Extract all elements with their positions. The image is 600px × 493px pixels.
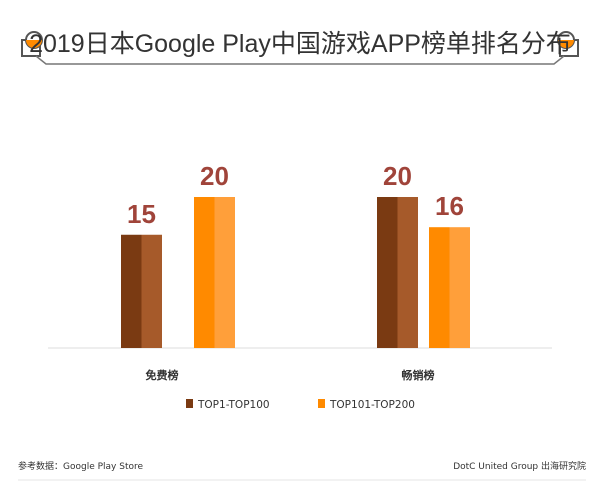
data-label: 20: [200, 161, 229, 191]
bar-highlight: [397, 197, 418, 348]
bar: [429, 227, 450, 348]
legend: TOP1-TOP100 TOP101-TOP200: [186, 399, 415, 411]
credit-note: DotC United Group 出海研究院: [453, 460, 586, 472]
bar-highlight: [449, 227, 470, 348]
source-note: 参考数据：Google Play Store: [18, 460, 143, 472]
bar-highlight: [141, 234, 162, 348]
legend-label: TOP101-TOP200: [329, 399, 415, 411]
legend-swatch: [318, 399, 325, 408]
bar: [194, 197, 215, 348]
bar-highlight: [214, 197, 235, 348]
bar: [377, 197, 398, 348]
category-label: 免费榜: [146, 368, 179, 382]
legend-swatch: [186, 399, 193, 408]
title-decoration: [21, 31, 579, 65]
data-label: 15: [127, 199, 156, 229]
data-label: 20: [383, 161, 412, 191]
legend-label: TOP1-TOP100: [197, 399, 270, 411]
data-label: 16: [435, 191, 464, 221]
category-label: 畅销榜: [402, 368, 435, 382]
chart-title: 2019日本Google Play中国游戏APP榜单排名分布: [29, 30, 571, 58]
bar: [121, 234, 142, 348]
